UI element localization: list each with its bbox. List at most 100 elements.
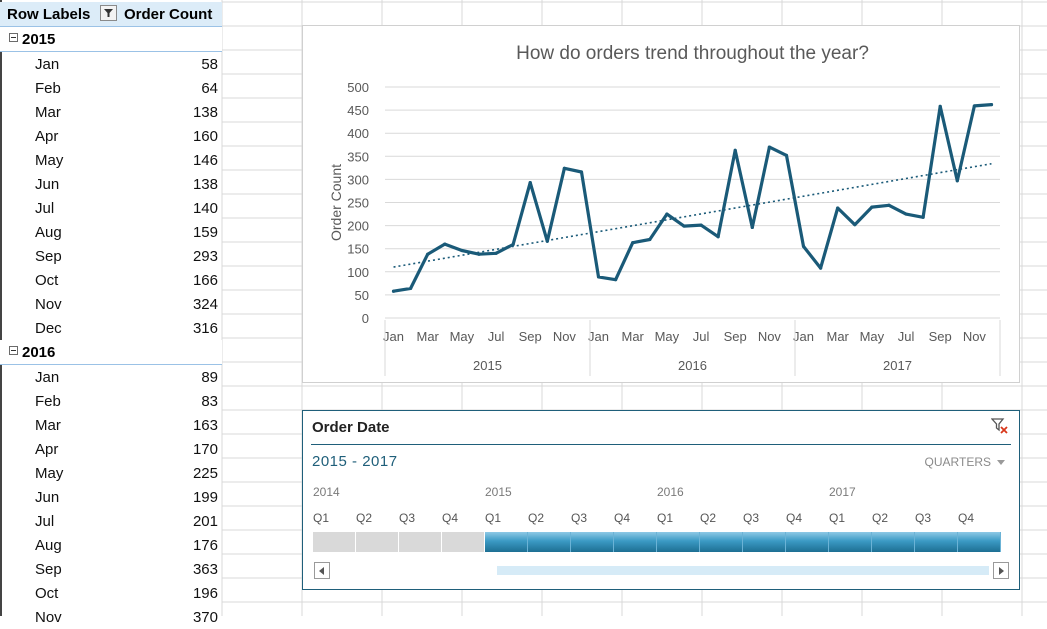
- timeline-tile-selected[interactable]: [614, 532, 657, 552]
- data-point: [955, 179, 959, 183]
- order-count-value: 370: [192, 609, 218, 626]
- pivot-header-row: Row Labels Order Count: [0, 2, 222, 27]
- filter-dropdown-icon[interactable]: [100, 5, 117, 21]
- pivot-month-row[interactable]: Mar 163: [0, 413, 222, 437]
- order-count-value: 138: [192, 104, 218, 121]
- timeline-tile-selected[interactable]: [743, 532, 786, 552]
- timeline-tile-selected[interactable]: [872, 532, 915, 552]
- x-tick-label: Jan: [793, 329, 814, 344]
- timeline-quarter-label: Q4: [958, 511, 975, 525]
- time-level-label: QUARTERS: [924, 455, 991, 469]
- order-count-value: 316: [192, 320, 218, 337]
- order-count-value: 201: [192, 513, 218, 530]
- pivot-table: Row Labels Order Count 2015 Jan 58 Feb 64 Mar…: [0, 2, 222, 629]
- pivot-month-row[interactable]: Nov 370: [0, 605, 222, 629]
- timeline-quarter-label: Q2: [872, 511, 889, 525]
- timeline-tile[interactable]: [356, 532, 399, 552]
- timeline-quarter-label: Q1: [829, 511, 846, 525]
- pivot-month-row[interactable]: Sep 293: [0, 244, 222, 268]
- order-count-value: 146: [192, 152, 218, 169]
- timeline-tile-selected[interactable]: [571, 532, 614, 552]
- collapse-icon[interactable]: [9, 346, 18, 355]
- data-point: [836, 206, 840, 210]
- timeline-quarter-label: Q3: [915, 511, 932, 525]
- clear-filter-icon[interactable]: [990, 417, 1009, 435]
- x-tick-label: Nov: [758, 329, 782, 344]
- collapse-icon[interactable]: [9, 33, 18, 42]
- timeline-quarter-label: Q3: [571, 511, 588, 525]
- pivot-month-row[interactable]: Aug 159: [0, 220, 222, 244]
- timeline-quarter-label: Q4: [614, 511, 631, 525]
- pivot-month-row[interactable]: Jan 89: [0, 365, 222, 389]
- time-level-dropdown[interactable]: QUARTERS: [925, 455, 1005, 469]
- pivot-month-row[interactable]: Feb 83: [0, 389, 222, 413]
- data-point: [801, 244, 806, 248]
- month-label: Nov: [35, 609, 62, 626]
- timeline-tile[interactable]: [399, 532, 442, 552]
- data-point: [989, 102, 994, 107]
- timeline-scrollbar-thumb[interactable]: [497, 566, 989, 575]
- x-tick-label: Jan: [588, 329, 609, 344]
- pivot-month-row[interactable]: Nov 324: [0, 292, 222, 316]
- data-point: [870, 205, 874, 209]
- timeline-quarter-label: Q2: [700, 511, 717, 525]
- y-tick-label: 200: [347, 219, 369, 234]
- order-count-value: 225: [192, 465, 218, 482]
- data-point: [460, 248, 464, 253]
- timeline-tile-selected[interactable]: [485, 532, 528, 552]
- timeline-tile-selected[interactable]: [700, 532, 743, 552]
- data-point: [477, 252, 481, 256]
- pivot-month-row[interactable]: Sep 363: [0, 557, 222, 581]
- x-tick-label: May: [860, 329, 885, 344]
- x-tick-label: Mar: [827, 329, 850, 344]
- timeline-tile-selected[interactable]: [786, 532, 829, 552]
- timeline-tile-selected[interactable]: [528, 532, 571, 552]
- order-count-value: 140: [192, 200, 218, 217]
- x-tick-label: Mar: [417, 329, 440, 344]
- scroll-right-button[interactable]: [993, 562, 1009, 579]
- y-tick-label: 500: [347, 80, 369, 95]
- data-point: [528, 181, 532, 185]
- month-label: Jan: [35, 369, 60, 386]
- timeline-tile-selected[interactable]: [657, 532, 700, 552]
- pivot-month-row[interactable]: Apr 170: [0, 437, 222, 461]
- pivot-year-row[interactable]: 2016: [0, 340, 222, 365]
- pivot-month-row[interactable]: Feb 64: [0, 76, 222, 100]
- pivot-month-row[interactable]: Jul 201: [0, 509, 222, 533]
- order-count-value: 163: [192, 417, 218, 434]
- scroll-left-button[interactable]: [314, 562, 330, 579]
- pivot-year-row[interactable]: 2015: [0, 27, 222, 52]
- timeline-tile-selected[interactable]: [829, 532, 872, 552]
- order-count-value: 293: [192, 248, 218, 265]
- pivot-month-row[interactable]: Dec 316: [0, 316, 222, 340]
- pivot-month-row[interactable]: Apr 160: [0, 124, 222, 148]
- row-labels-header[interactable]: Row Labels: [7, 6, 91, 23]
- pivot-month-row[interactable]: Jun 199: [0, 485, 222, 509]
- month-label: Oct: [35, 585, 59, 602]
- pivot-month-row[interactable]: Jan 58: [0, 52, 222, 76]
- timeline-tile[interactable]: [442, 532, 485, 552]
- pivot-month-row[interactable]: Jul 140: [0, 196, 222, 220]
- timeline-tile[interactable]: [313, 532, 356, 552]
- timeline-year-label: 2015: [485, 485, 512, 499]
- pivot-month-row[interactable]: Oct 166: [0, 268, 222, 292]
- pivot-month-row[interactable]: Jun 138: [0, 172, 222, 196]
- pivot-month-row[interactable]: Oct 196: [0, 581, 222, 605]
- order-date-timeline-slicer[interactable]: Order Date 2015 - 2017 QUARTERS 2014 2015…: [302, 410, 1020, 590]
- pivot-month-row[interactable]: May 225: [0, 461, 222, 485]
- timeline-tile-selected[interactable]: [915, 532, 958, 552]
- timeline-quarter-label: Q3: [399, 511, 416, 525]
- month-label: Aug: [35, 224, 62, 241]
- pivot-month-row[interactable]: Mar 138: [0, 100, 222, 124]
- data-point: [904, 212, 908, 216]
- chart-title: How do orders trend throughout the year?: [516, 43, 869, 64]
- data-point: [648, 237, 652, 242]
- timeline-year-label: 2016: [657, 485, 684, 499]
- month-label: Apr: [35, 441, 59, 458]
- timeline-tile-selected[interactable]: [958, 532, 1001, 552]
- order-trend-chart[interactable]: How do orders trend throughout the year?…: [302, 25, 1020, 383]
- pivot-month-row[interactable]: Aug 176: [0, 533, 222, 557]
- timeline-quarter-label: Q2: [528, 511, 545, 525]
- pivot-month-row[interactable]: May 146: [0, 148, 222, 172]
- y-axis-label: Order Count: [328, 164, 344, 241]
